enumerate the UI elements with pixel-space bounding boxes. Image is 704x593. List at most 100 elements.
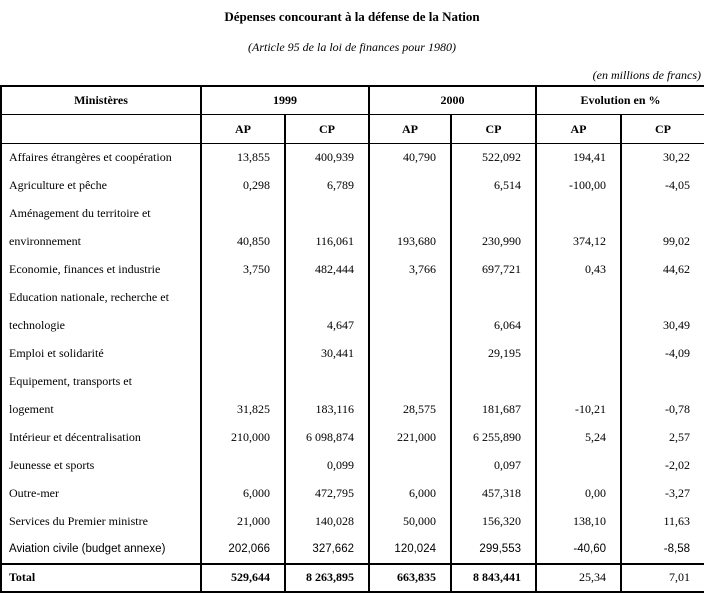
ap-1999-cell [200, 199, 286, 228]
evolution-ap-cell [535, 311, 622, 340]
cp-evolution-header: CP [619, 114, 704, 144]
ministry-name-cell: Outre-mer [0, 479, 202, 508]
ap-2000-cell [368, 367, 452, 396]
ministry-name-cell: Affaires étrangères et coopération [0, 143, 202, 172]
cp-2000-cell: 6,064 [450, 311, 537, 340]
table-row: technologie 4,647 6,064 30,49 [0, 311, 704, 340]
cp-1999-cell: 183,116 [284, 395, 370, 424]
ap-2000-cell: 221,000 [368, 423, 452, 452]
table-row: Education nationale, recherche et [0, 283, 704, 312]
col-1999-header: 1999 [200, 86, 370, 115]
ap-1999-cell [200, 339, 286, 368]
total-evolution-ap-cell: 25,34 [535, 562, 622, 592]
cp-1999-cell: 6 098,874 [284, 423, 370, 452]
ministry-name-cell: environnement [0, 227, 202, 256]
ap-1999-cell [200, 283, 286, 312]
total-ap-1999-cell: 529,644 [200, 562, 286, 592]
ministry-name-cell: Economie, finances et industrie [0, 255, 202, 284]
units-note: (en millions de francs) [592, 68, 701, 82]
ap-1999-cell: 13,855 [200, 143, 286, 172]
budget-table: Ministères 1999 2000 Evolution en % AP C… [0, 85, 704, 593]
cp-1999-cell: 4,647 [284, 311, 370, 340]
ministry-name-cell: Agriculture et pêche [0, 171, 202, 200]
ap-1999-cell: 6,000 [200, 479, 286, 508]
ap-1999-cell: 0,298 [200, 171, 286, 200]
header-subcolumn-row: AP CP AP CP AP CP [0, 114, 704, 144]
evolution-cp-cell: 99,02 [619, 227, 704, 256]
table-row: logement 31,825 183,116 28,575 181,687 -… [0, 395, 704, 424]
ap-2000-cell: 120,024 [368, 535, 452, 564]
evolution-cp-cell: -0,78 [619, 395, 704, 424]
ap-2000-cell: 6,000 [368, 479, 452, 508]
ap-1999-cell: 3,750 [200, 255, 286, 284]
table-row: Outre-mer 6,000 472,795 6,000 457,318 0,… [0, 479, 704, 508]
cp-1999-cell: 482,444 [284, 255, 370, 284]
cp-2000-cell: 6,514 [450, 171, 537, 200]
cp-1999-cell [284, 283, 370, 312]
evolution-cp-cell: 2,57 [619, 423, 704, 452]
evolution-ap-cell: 0,43 [535, 255, 622, 284]
cp-2000-cell [450, 283, 537, 312]
ministry-name-cell: Emploi et solidarité [0, 339, 202, 368]
evolution-ap-cell [535, 367, 622, 396]
ap-2000-cell [368, 311, 452, 340]
total-row: Total 529,644 8 263,895 663,835 8 843,44… [0, 562, 704, 592]
ministry-name-cell: technologie [0, 311, 202, 340]
evolution-ap-cell: 374,12 [535, 227, 622, 256]
ap-1999-cell: 40,850 [200, 227, 286, 256]
ministry-name-cell: Aménagement du territoire et [0, 199, 202, 228]
ap-1999-cell: 210,000 [200, 423, 286, 452]
ap-1999-cell: 21,000 [200, 507, 286, 536]
evolution-cp-cell [619, 283, 704, 312]
evolution-ap-cell [535, 339, 622, 368]
total-ap-2000-cell: 663,835 [368, 562, 452, 592]
cp-1999-cell: 472,795 [284, 479, 370, 508]
evolution-cp-cell [619, 367, 704, 396]
cp-1999-cell: 400,939 [284, 143, 370, 172]
evolution-cp-cell: -4,05 [619, 171, 704, 200]
cp-2000-cell: 181,687 [450, 395, 537, 424]
ap-2000-cell [368, 171, 452, 200]
ministry-name-cell: Intérieur et décentralisation [0, 423, 202, 452]
evolution-ap-cell [535, 199, 622, 228]
cp-2000-cell: 522,092 [450, 143, 537, 172]
ap-1999-cell [200, 451, 286, 480]
ap-evolution-header: AP [535, 114, 622, 144]
evolution-ap-cell: 194,41 [535, 143, 622, 172]
ap-2000-cell [368, 451, 452, 480]
table-row: Emploi et solidarité 30,441 29,195 -4,09 [0, 339, 704, 368]
total-cp-1999-cell: 8 263,895 [284, 562, 370, 592]
cp-2000-header: CP [450, 114, 537, 144]
table-row: Agriculture et pêche 0,298 6,789 6,514 -… [0, 171, 704, 200]
ap-2000-cell [368, 339, 452, 368]
evolution-cp-cell: 30,22 [619, 143, 704, 172]
total-cp-2000-cell: 8 843,441 [450, 562, 537, 592]
ap-2000-cell: 3,766 [368, 255, 452, 284]
cp-2000-cell: 230,990 [450, 227, 537, 256]
evolution-ap-cell: -40,60 [535, 535, 622, 564]
total-evolution-cp-cell: 7,01 [619, 562, 704, 592]
ministry-name-cell: Services du Premier ministre [0, 507, 202, 536]
ap-2000-header: AP [368, 114, 452, 144]
col-evolution-header: Evolution en % [534, 86, 704, 115]
ap-2000-cell [368, 199, 452, 228]
table-row: Aviation civile (budget annexe) 202,066 … [0, 535, 704, 564]
table-row: Intérieur et décentralisation 210,000 6 … [0, 423, 704, 452]
table-row: Jeunesse et sports 0,099 0,097 -2,02 [0, 451, 704, 480]
evolution-cp-cell [619, 199, 704, 228]
evolution-cp-cell: -2,02 [619, 451, 704, 480]
cp-2000-cell: 156,320 [450, 507, 537, 536]
ap-1999-cell [200, 311, 286, 340]
cp-1999-cell: 0,099 [284, 451, 370, 480]
table-row: Affaires étrangères et coopération 13,85… [0, 143, 704, 172]
ap-1999-cell [200, 367, 286, 396]
table-row: environnement 40,850 116,061 193,680 230… [0, 227, 704, 256]
ap-1999-cell: 31,825 [200, 395, 286, 424]
evolution-cp-cell: 30,49 [619, 311, 704, 340]
ministry-name-cell: Education nationale, recherche et [0, 283, 202, 312]
ministry-name-cell: Equipement, transports et [0, 367, 202, 396]
cp-1999-cell: 6,789 [284, 171, 370, 200]
evolution-ap-cell: 5,24 [535, 423, 622, 452]
cp-2000-cell: 697,721 [450, 255, 537, 284]
